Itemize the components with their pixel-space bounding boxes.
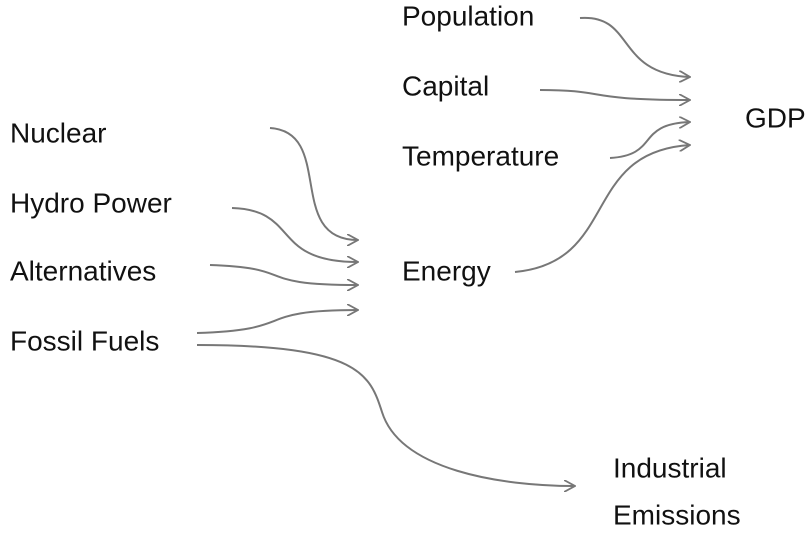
node-label: Nuclear — [10, 117, 106, 148]
arrow — [609, 122, 690, 159]
arrow — [539, 89, 690, 100]
node-label: Alternatives — [10, 255, 156, 286]
arrow — [231, 207, 358, 262]
node-label: Capital — [402, 70, 489, 101]
arrow — [514, 145, 690, 273]
node-label: Fossil Fuels — [10, 325, 159, 356]
arrow — [209, 264, 358, 285]
node-label: Population — [402, 0, 534, 31]
node-label: Temperature — [402, 140, 559, 171]
arrow — [269, 127, 358, 240]
node-label: Energy — [402, 255, 491, 286]
arrow — [579, 16, 690, 77]
arrow — [196, 310, 358, 334]
node-label: Industrial — [613, 452, 727, 483]
node-label: Hydro Power — [10, 187, 172, 218]
node-label: GDP — [745, 102, 806, 133]
arrow — [196, 344, 575, 486]
node-label: Emissions — [613, 499, 741, 530]
